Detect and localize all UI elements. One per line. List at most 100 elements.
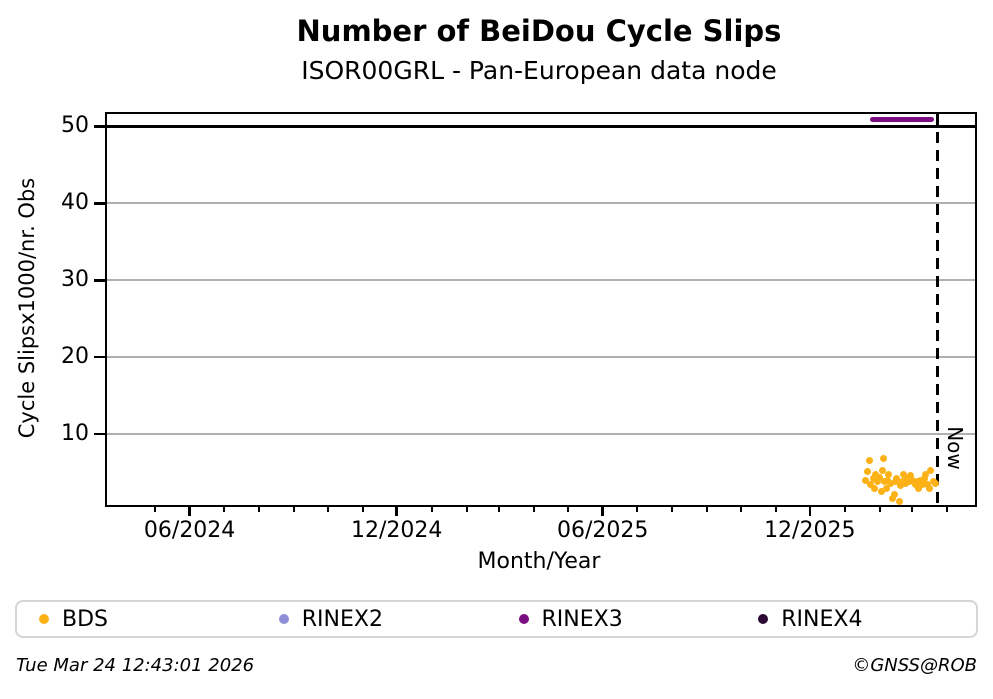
x-minor-tick bbox=[670, 505, 673, 512]
series-point-bds bbox=[931, 479, 939, 487]
y-tick bbox=[94, 355, 105, 359]
x-tick-label: 06/2024 bbox=[143, 518, 236, 543]
series-point-bds bbox=[914, 484, 922, 492]
x-minor-tick bbox=[153, 505, 156, 512]
x-minor-tick bbox=[910, 505, 913, 512]
x-minor-tick bbox=[945, 505, 948, 512]
x-minor-tick bbox=[878, 505, 881, 512]
x-minor-tick bbox=[292, 505, 295, 512]
now-label-text: Now bbox=[942, 426, 967, 470]
series-point-bds bbox=[888, 495, 896, 503]
x-minor-tick bbox=[430, 505, 433, 512]
series-point-bds bbox=[863, 468, 871, 476]
x-minor-tick bbox=[465, 505, 468, 512]
series-point-bds bbox=[866, 456, 874, 464]
series-point-bds bbox=[870, 485, 878, 493]
series-point-bds bbox=[879, 455, 887, 463]
y-tick-label: 40 bbox=[61, 190, 89, 216]
series-point-bds bbox=[861, 476, 869, 484]
y-tick bbox=[94, 279, 105, 282]
y-tick bbox=[94, 202, 105, 205]
chart-subtitle: ISOR00GRL - Pan-European data node bbox=[301, 56, 777, 85]
x-minor-tick bbox=[739, 505, 742, 512]
event-line bbox=[888, 114, 892, 505]
y-gridline bbox=[107, 433, 975, 436]
y-tick-label: 30 bbox=[61, 267, 89, 293]
series-point-bds bbox=[885, 470, 893, 478]
y-gridline bbox=[107, 356, 975, 359]
series-point-bds bbox=[927, 466, 935, 474]
legend-item-rinex2: RINEX2 bbox=[257, 607, 497, 632]
x-tick-label: 12/2024 bbox=[351, 518, 443, 543]
series-point-bds bbox=[876, 473, 884, 481]
series-point-bds bbox=[906, 472, 914, 480]
x-minor-tick bbox=[222, 505, 225, 512]
series-point-bds bbox=[921, 470, 929, 478]
y-tick-label: 10 bbox=[61, 421, 89, 447]
x-major-tick bbox=[395, 505, 398, 516]
series-point-bds bbox=[867, 481, 875, 489]
x-minor-tick bbox=[497, 505, 500, 512]
x-minor-tick bbox=[705, 505, 708, 512]
y-gridline bbox=[107, 279, 975, 282]
series-point-bds bbox=[920, 475, 928, 483]
legend-label: BDS bbox=[62, 606, 108, 632]
legend-dot-icon bbox=[278, 614, 289, 624]
series-point-bds bbox=[869, 474, 877, 482]
x-major-tick bbox=[188, 505, 191, 516]
x-tick-label: 12/2025 bbox=[764, 518, 856, 543]
series-point-bds bbox=[878, 466, 886, 474]
series-point-bds bbox=[883, 484, 891, 492]
series-point-bds bbox=[895, 498, 903, 506]
legend: BDS RINEX2 RINEX3 RINEX4 bbox=[15, 600, 978, 638]
series-point-bds bbox=[900, 471, 908, 479]
series-point-bds bbox=[886, 479, 894, 487]
x-major-tick bbox=[808, 505, 812, 516]
now-line bbox=[936, 114, 940, 505]
y-tick-label: 50 bbox=[61, 113, 89, 139]
series-point-bds bbox=[877, 488, 885, 496]
x-minor-tick bbox=[635, 505, 638, 512]
series-point-bds bbox=[926, 484, 934, 492]
threshold-line bbox=[95, 125, 975, 128]
x-minor-tick bbox=[361, 505, 364, 512]
legend-dot-icon bbox=[758, 614, 769, 624]
y-tick bbox=[94, 432, 105, 436]
chart-title: Number of BeiDou Cycle Slips bbox=[296, 14, 782, 48]
series-point-bds bbox=[919, 480, 927, 488]
series-point-bds bbox=[892, 478, 900, 486]
y-gridline bbox=[107, 202, 975, 205]
legend-dot-icon bbox=[39, 614, 49, 624]
series-segment-rinex3 bbox=[869, 116, 935, 123]
y-tick-label: 20 bbox=[61, 344, 89, 370]
x-minor-tick bbox=[843, 505, 846, 512]
legend-item-rinex4: RINEX4 bbox=[736, 607, 976, 632]
x-minor-tick bbox=[257, 505, 260, 512]
x-minor-tick bbox=[774, 505, 777, 512]
series-point-bds bbox=[911, 481, 919, 489]
legend-label: RINEX4 bbox=[781, 606, 863, 632]
x-axis-label: Month/Year bbox=[477, 549, 601, 574]
legend-label: RINEX3 bbox=[541, 606, 623, 632]
legend-item-rinex3: RINEX3 bbox=[497, 607, 737, 632]
x-minor-tick bbox=[326, 505, 329, 512]
series-point-bds bbox=[891, 491, 899, 499]
series-point-bds bbox=[896, 482, 904, 490]
x-major-tick bbox=[601, 505, 604, 516]
event-line bbox=[685, 114, 689, 505]
x-minor-tick bbox=[566, 505, 569, 512]
x-minor-tick bbox=[532, 505, 535, 512]
series-point-bds bbox=[871, 470, 879, 478]
legend-dot-icon bbox=[518, 614, 529, 624]
now-label: Now bbox=[942, 417, 968, 479]
credit-text: ©GNSS@ROB bbox=[852, 655, 977, 676]
y-tick bbox=[94, 125, 105, 128]
plot-area: 10 20 30 40 50 06/2024 12/2024 06/2025 12/2025 No… bbox=[61, 112, 977, 543]
series-point-bds bbox=[874, 478, 882, 486]
series-point-bds bbox=[909, 476, 917, 484]
timestamp-text: Tue Mar 24 12:43:01 2026 bbox=[16, 655, 255, 676]
series-point-bds bbox=[893, 474, 901, 482]
legend-item-bds: BDS bbox=[17, 607, 257, 632]
x-tick-label: 06/2025 bbox=[556, 518, 649, 543]
